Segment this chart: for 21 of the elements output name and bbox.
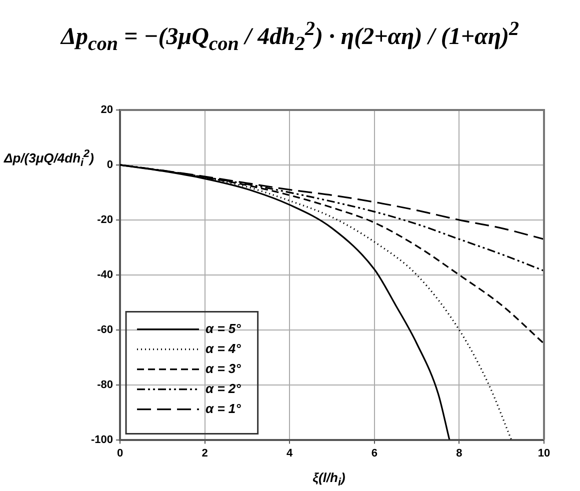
x-tick-label: 10 (538, 447, 550, 460)
y-axis-title: Δp/(3μQ/4dh$_{i}$$^{2}$) (4, 148, 94, 169)
x-tick-label: 2 (202, 447, 208, 460)
y-tick-label: -20 (97, 214, 114, 226)
legend-label: α = 5° (206, 320, 242, 336)
y-tick-label: -40 (97, 268, 114, 281)
legend-label: α = 4° (206, 340, 242, 356)
x-axis-title: ξ(l/h$_{i}$) (312, 470, 346, 489)
y-tick-label: -100 (90, 434, 114, 446)
x-tick-label: 8 (456, 447, 462, 460)
legend-label: α = 3° (206, 360, 242, 376)
y-tick-label: 20 (100, 104, 114, 116)
x-tick-label: 6 (371, 447, 378, 460)
chart-title: Δp$_{con}$ = −(3μQ$_{con}$ / 4dh$_{2}$$^{2}$) · η(2+αη) / (1+αη)$^{2}$ (60, 18, 519, 55)
y-tick-label: -80 (97, 378, 114, 391)
y-tick-label: 0 (106, 159, 114, 171)
legend-label: α = 2° (206, 380, 242, 396)
x-tick-label: 4 (286, 447, 294, 460)
x-tick-label: 0 (116, 447, 124, 460)
legend-label: α = 1° (206, 400, 242, 416)
y-tick-label: -60 (97, 324, 114, 336)
